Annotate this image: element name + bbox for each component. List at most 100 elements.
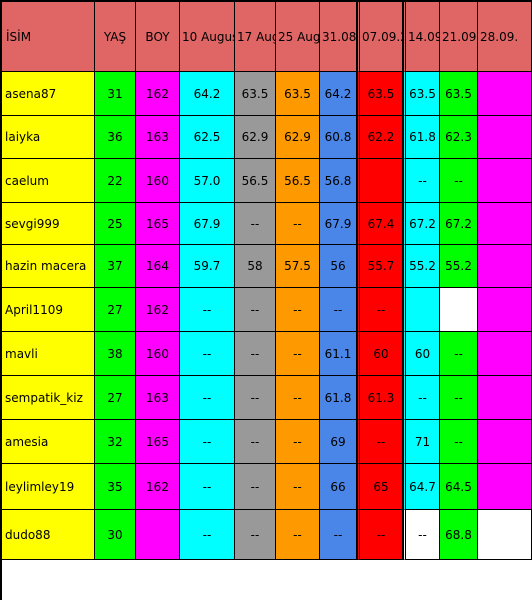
cell-aug10[interactable]: -- [180, 510, 235, 560]
cell-aug17[interactable]: -- [235, 510, 276, 560]
cell-name[interactable]: caelum [2, 159, 95, 203]
cell-sep14[interactable]: 61.8 [403, 116, 440, 159]
cell-aug25[interactable]: -- [276, 510, 320, 560]
cell-sep14[interactable] [403, 288, 440, 332]
cell-sep07[interactable]: 61.3 [357, 376, 403, 420]
cell-sep28[interactable] [478, 464, 532, 510]
cell-yas[interactable]: 32 [95, 420, 136, 464]
cell-sep21[interactable]: 62.3 [440, 116, 478, 159]
cell-name[interactable]: dudo88 [2, 510, 95, 560]
cell-aug17[interactable]: -- [235, 464, 276, 510]
cell-aug25[interactable]: -- [276, 288, 320, 332]
header-boy[interactable]: BOY [136, 2, 180, 72]
cell-sep07[interactable]: 63.5 [357, 72, 403, 116]
cell-name[interactable]: sempatik_kiz [2, 376, 95, 420]
cell-name[interactable]: asena87 [2, 72, 95, 116]
cell-name[interactable]: April1109 [2, 288, 95, 332]
cell-aug25[interactable]: -- [276, 420, 320, 464]
cell-boy[interactable]: 162 [136, 72, 180, 116]
cell-sep28[interactable] [478, 245, 532, 288]
cell-sep28[interactable] [478, 203, 532, 245]
cell-aug25[interactable]: -- [276, 464, 320, 510]
header-sep14[interactable]: 14.09. [403, 2, 440, 72]
header-aug10[interactable]: 10 August [180, 2, 235, 72]
cell-aug17[interactable]: 56.5 [235, 159, 276, 203]
cell-aug25[interactable]: 63.5 [276, 72, 320, 116]
cell-aug10[interactable]: -- [180, 288, 235, 332]
header-name[interactable]: İSİM [2, 2, 95, 72]
cell-sep14[interactable]: 64.7 [403, 464, 440, 510]
header-sep28[interactable]: 28.09. [478, 2, 532, 72]
cell-aug10[interactable]: -- [180, 376, 235, 420]
cell-aug17[interactable]: -- [235, 203, 276, 245]
cell-aug31[interactable]: 60.8 [320, 116, 357, 159]
cell-sep21[interactable]: 63.5 [440, 72, 478, 116]
cell-sep28[interactable] [478, 332, 532, 376]
cell-sep21[interactable] [440, 288, 478, 332]
cell-aug17[interactable]: -- [235, 420, 276, 464]
cell-aug25[interactable]: 62.9 [276, 116, 320, 159]
cell-aug10[interactable]: -- [180, 332, 235, 376]
cell-aug17[interactable]: 62.9 [235, 116, 276, 159]
cell-sep21[interactable]: 55.2 [440, 245, 478, 288]
cell-sep07[interactable]: 55.7 [357, 245, 403, 288]
header-sep21[interactable]: 21.09. [440, 2, 478, 72]
cell-boy[interactable]: 160 [136, 332, 180, 376]
header-aug17[interactable]: 17 August [235, 2, 276, 72]
cell-boy[interactable] [136, 510, 180, 560]
cell-sep21[interactable]: -- [440, 332, 478, 376]
cell-sep21[interactable]: -- [440, 159, 478, 203]
cell-aug31[interactable]: 61.1 [320, 332, 357, 376]
cell-boy[interactable]: 163 [136, 116, 180, 159]
cell-sep14[interactable]: -- [403, 159, 440, 203]
cell-boy[interactable]: 162 [136, 288, 180, 332]
cell-boy[interactable]: 163 [136, 376, 180, 420]
cell-sep07[interactable]: 65 [357, 464, 403, 510]
cell-name[interactable]: leylimley19 [2, 464, 95, 510]
cell-sep07[interactable]: 60 [357, 332, 403, 376]
cell-name[interactable]: laiyka [2, 116, 95, 159]
cell-yas[interactable]: 31 [95, 72, 136, 116]
cell-boy[interactable]: 165 [136, 203, 180, 245]
cell-sep14[interactable]: 60 [403, 332, 440, 376]
cell-aug31[interactable]: 67.9 [320, 203, 357, 245]
cell-aug31[interactable]: 56.8 [320, 159, 357, 203]
cell-name[interactable]: sevgi999 [2, 203, 95, 245]
cell-sep14[interactable]: -- [403, 510, 440, 560]
cell-boy[interactable]: 162 [136, 464, 180, 510]
cell-sep21[interactable]: -- [440, 376, 478, 420]
cell-aug10[interactable]: 62.5 [180, 116, 235, 159]
cell-name[interactable]: amesia [2, 420, 95, 464]
cell-sep07[interactable] [357, 159, 403, 203]
cell-aug25[interactable]: 56.5 [276, 159, 320, 203]
cell-name[interactable]: mavli [2, 332, 95, 376]
cell-boy[interactable]: 160 [136, 159, 180, 203]
cell-aug10[interactable]: 57.0 [180, 159, 235, 203]
cell-aug10[interactable]: 59.7 [180, 245, 235, 288]
cell-aug10[interactable]: 67.9 [180, 203, 235, 245]
cell-sep14[interactable]: 55.2 [403, 245, 440, 288]
cell-sep21[interactable]: 64.5 [440, 464, 478, 510]
cell-sep21[interactable]: 68.8 [440, 510, 478, 560]
cell-aug10[interactable]: 64.2 [180, 72, 235, 116]
cell-yas[interactable]: 22 [95, 159, 136, 203]
cell-aug25[interactable]: -- [276, 203, 320, 245]
cell-sep14[interactable]: 71 [403, 420, 440, 464]
cell-sep28[interactable] [478, 159, 532, 203]
cell-aug17[interactable]: -- [235, 376, 276, 420]
cell-sep28[interactable] [478, 72, 532, 116]
cell-aug25[interactable]: 57.5 [276, 245, 320, 288]
cell-yas[interactable]: 25 [95, 203, 136, 245]
cell-aug31[interactable]: -- [320, 288, 357, 332]
cell-sep07[interactable]: -- [357, 288, 403, 332]
cell-yas[interactable]: 27 [95, 288, 136, 332]
header-sep07[interactable]: 07.09.2 [357, 2, 403, 72]
cell-aug31[interactable]: 61.8 [320, 376, 357, 420]
cell-aug31[interactable]: 64.2 [320, 72, 357, 116]
cell-sep14[interactable]: -- [403, 376, 440, 420]
cell-yas[interactable]: 35 [95, 464, 136, 510]
cell-aug10[interactable]: -- [180, 420, 235, 464]
cell-yas[interactable]: 36 [95, 116, 136, 159]
cell-aug31[interactable]: -- [320, 510, 357, 560]
cell-sep21[interactable]: 67.2 [440, 203, 478, 245]
